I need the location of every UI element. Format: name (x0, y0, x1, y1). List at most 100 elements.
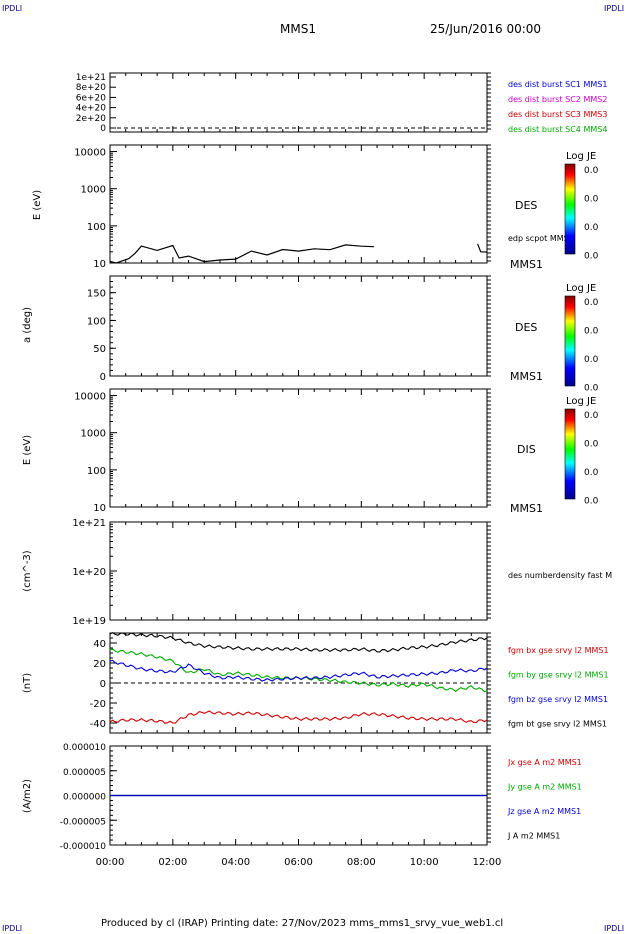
colorbar-tick-label: 0.0 (584, 223, 599, 233)
x-tick-label: 00:00 (96, 857, 125, 868)
legend-entry: fgm bt gse srvy l2 MMS1 (508, 720, 607, 729)
colorbar-tick-label: 0.0 (584, 298, 599, 308)
y-tick-label: 0.000005 (63, 768, 106, 778)
y-tick-label: 1000 (81, 185, 106, 196)
y-tick-label: 2e+20 (76, 114, 107, 124)
y-tick-label: -40 (90, 719, 106, 730)
y-tick-label: -0.000005 (60, 817, 106, 827)
y-tick-label: 6e+20 (76, 93, 107, 103)
y-tick-label: 50 (93, 344, 106, 355)
date-title: 25/Jun/2016 00:00 (430, 22, 542, 36)
corner-label-br: IPDLI (604, 924, 625, 933)
corner-label-tr: IPDLI (604, 4, 625, 13)
panel-frame (109, 72, 488, 133)
y-tick-label: 100 (87, 316, 106, 327)
legend-entry: Jz gse A m2 MMS1 (507, 807, 581, 816)
y-axis-label: a (deg) (22, 307, 33, 343)
scpot-series-line (109, 244, 374, 264)
y-tick-label: 1e+20 (72, 567, 106, 578)
y-axis-label: (A/m2) (22, 779, 33, 813)
field-series-line (109, 659, 488, 682)
legend-entry: des dist burst SC3 MMS3 (508, 110, 607, 119)
scpot-series-line (477, 243, 488, 253)
instrument-label: DES (515, 199, 537, 212)
panel-frame (109, 388, 488, 508)
legend-entry: Jx gse A m2 MMS1 (507, 758, 582, 767)
y-tick-label: 0.000010 (63, 743, 106, 753)
colorbar-title: Log JE (566, 283, 596, 294)
instrument-label: DIS (517, 443, 536, 456)
legend-entry: J A m2 MMS1 (507, 832, 560, 841)
colorbar-title: Log JE (566, 151, 596, 162)
colorbar-tick-label: 0.0 (584, 327, 599, 337)
spacecraft-label: MMS1 (510, 502, 543, 515)
panel-frame (109, 521, 488, 621)
colorbar (564, 408, 576, 500)
colorbar-tick-label: 0.0 (584, 468, 599, 478)
corner-label-bl: IPDLI (2, 924, 23, 933)
y-tick-label: 100 (87, 222, 106, 233)
colorbar-tick-label: 0.0 (584, 252, 599, 262)
x-tick-label: 08:00 (347, 857, 376, 868)
colorbar-title: Log JE (566, 396, 596, 407)
y-tick-label: -0.000010 (60, 842, 106, 852)
legend-entry: des numberdensity fast M (508, 571, 612, 580)
x-tick-label: 10:00 (410, 857, 439, 868)
legend-entry: des dist burst SC1 MMS1 (508, 80, 607, 89)
y-tick-label: 20 (93, 659, 106, 670)
colorbar-tick-label: 0.0 (584, 355, 599, 365)
y-tick-label: 150 (87, 289, 106, 300)
legend-entry: fgm by gse srvy l2 MMS1 (508, 671, 609, 680)
colorbar-tick-label: 0.0 (584, 166, 599, 176)
y-tick-label: 10000 (74, 148, 106, 159)
x-tick-label: 02:00 (158, 857, 187, 868)
instrument-label: DES (515, 321, 537, 334)
y-tick-label: 1e+19 (72, 616, 106, 627)
field-series-line (109, 631, 488, 653)
y-tick-label: 10 (93, 259, 106, 270)
panel-frame (109, 275, 488, 377)
y-tick-label: 1e+21 (72, 518, 106, 529)
colorbar (564, 163, 576, 255)
colorbar-tick-label: 0.0 (584, 195, 599, 205)
spacecraft-label: MMS1 (510, 258, 543, 271)
x-tick-label: 04:00 (221, 857, 250, 868)
colorbar (564, 295, 576, 387)
spacecraft-title: MMS1 (280, 22, 316, 36)
x-tick-label: 06:00 (284, 857, 313, 868)
y-tick-label: 10000 (74, 392, 106, 403)
y-tick-label: -20 (90, 699, 106, 710)
x-tick-label: 12:00 (473, 857, 502, 868)
legend-entry: Jy gse A m2 MMS1 (507, 783, 582, 792)
legend-entry: des dist burst SC2 MMS2 (508, 95, 607, 104)
y-axis-label: E (eV) (22, 435, 33, 465)
colorbar-tick-label: 0.0 (584, 411, 599, 421)
field-series-line (109, 710, 488, 724)
colorbar-tick-label: 0.0 (584, 497, 599, 507)
y-tick-label: 0 (100, 679, 106, 690)
corner-label-tl: IPDLI (2, 4, 23, 13)
field-series-line (109, 648, 488, 693)
spacecraft-label: MMS1 (510, 370, 543, 383)
footer-text: Produced by cl (IRAP) Printing date: 27/… (101, 918, 504, 929)
y-axis-label: (nT) (22, 673, 33, 693)
y-tick-label: 4e+20 (76, 104, 107, 114)
y-tick-label: 100 (87, 466, 106, 477)
y-axis-label: E (eV) (32, 190, 43, 220)
y-tick-label: 1e+21 (76, 73, 106, 83)
y-tick-label: 0.000000 (63, 793, 106, 803)
legend-entry: fgm bz gse srvy l2 MMS1 (508, 695, 608, 704)
y-tick-label: 10 (93, 503, 106, 514)
colorbar-tick-label: 0.0 (584, 440, 599, 450)
y-tick-label: 1000 (81, 429, 106, 440)
y-tick-label: 0 (100, 124, 106, 134)
legend-entry: fgm bx gse srvy l2 MMS1 (508, 646, 609, 655)
y-axis-label: (cm^-3) (22, 550, 33, 591)
y-tick-label: 0 (100, 372, 106, 383)
legend-entry: des dist burst SC4 MMS4 (508, 125, 607, 134)
colorbar-tick-label: 0.0 (584, 384, 599, 394)
panel-frame (109, 144, 488, 264)
overlay-label: edp scpot MMS1 (508, 234, 574, 243)
y-tick-label: 8e+20 (76, 83, 107, 93)
